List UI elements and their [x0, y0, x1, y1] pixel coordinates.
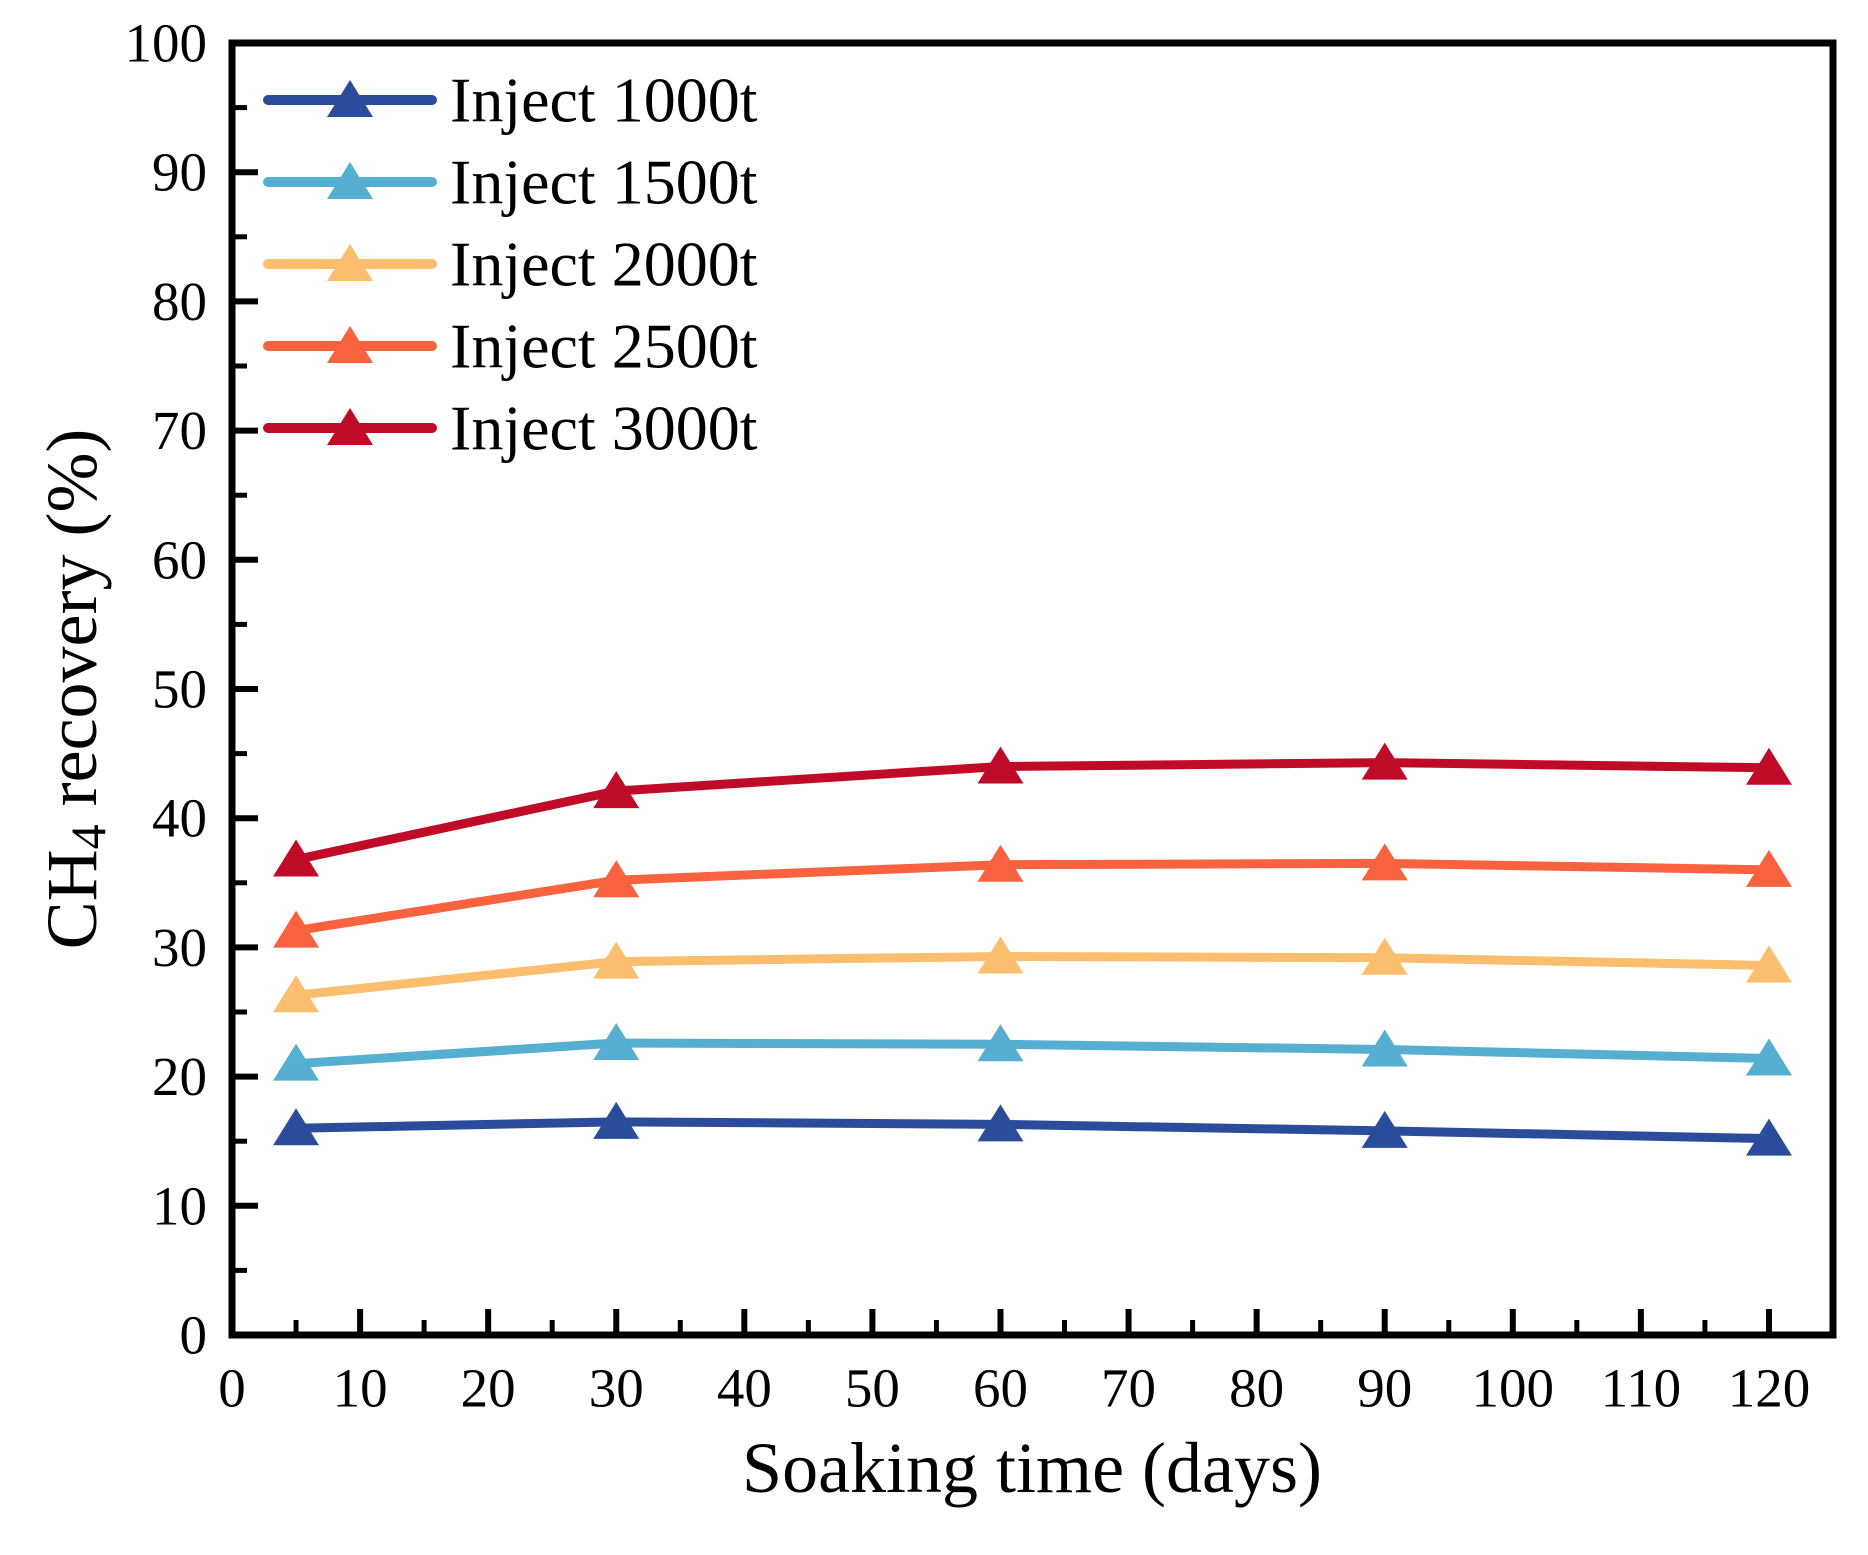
- y-tick-label: 80: [152, 271, 207, 332]
- legend-marker-inject-2000t: [327, 244, 373, 281]
- data-point-marker-inject-1000t: [273, 1108, 320, 1146]
- legend-item-inject-1000t: Inject 1000t: [263, 65, 758, 136]
- data-point-marker-inject-3000t: [1361, 742, 1408, 780]
- legend-item-inject-3000t: Inject 3000t: [263, 393, 758, 464]
- legend-item-inject-2500t: Inject 2500t: [263, 311, 758, 382]
- y-tick-label: 10: [152, 1175, 207, 1236]
- x-tick-label: 0: [218, 1358, 246, 1419]
- series-inject-1000t: [273, 1101, 1792, 1156]
- x-tick-label: 80: [1229, 1358, 1284, 1419]
- data-point-marker-inject-3000t: [1745, 747, 1792, 785]
- data-point-marker-inject-1500t: [1745, 1038, 1792, 1076]
- data-point-marker-inject-1000t: [977, 1104, 1024, 1142]
- titles-layer: Soaking time (days) CH4 recovery (%): [32, 429, 1322, 1508]
- data-point-marker-inject-2000t: [1361, 937, 1408, 975]
- data-point-marker-inject-2500t: [1745, 849, 1792, 887]
- data-point-marker-inject-2500t: [1361, 843, 1408, 881]
- data-point-marker-inject-3000t: [977, 746, 1024, 784]
- data-point-marker-inject-2500t: [593, 860, 640, 898]
- data-point-marker-inject-2000t: [593, 941, 640, 979]
- y-tick-label: 50: [152, 659, 207, 720]
- legend-label-inject-1500t: Inject 1500t: [450, 147, 758, 218]
- series-line-inject-1000t: [291, 1117, 1774, 1144]
- x-tick-label: 30: [589, 1358, 644, 1419]
- data-point-marker-inject-3000t: [273, 839, 320, 877]
- x-tick-label: 10: [333, 1358, 388, 1419]
- data-point-marker-inject-1000t: [1361, 1110, 1408, 1148]
- data-point-marker-inject-1000t: [593, 1101, 640, 1139]
- legend-label-inject-2500t: Inject 2500t: [450, 311, 758, 382]
- legend-marker-inject-1000t: [327, 80, 373, 117]
- y-tick-label: 100: [125, 13, 208, 74]
- data-point-marker-inject-2000t: [1745, 945, 1792, 983]
- series-inject-3000t: [273, 742, 1792, 877]
- y-tick-label: 30: [152, 917, 207, 978]
- y-tick-label: 60: [152, 529, 207, 590]
- legend-label-inject-1000t: Inject 1000t: [450, 65, 758, 136]
- legend-label-inject-2000t: Inject 2000t: [450, 229, 758, 300]
- y-tick-label: 90: [152, 142, 207, 203]
- series-inject-2000t: [273, 936, 1792, 1013]
- y-tick-label: 40: [152, 788, 207, 849]
- series-line-inject-2000t: [291, 951, 1774, 1000]
- data-point-marker-inject-1500t: [273, 1043, 320, 1081]
- y-tick-label: 0: [180, 1305, 208, 1366]
- data-point-marker-inject-2000t: [977, 936, 1024, 974]
- y-axis-title: CH4 recovery (%): [32, 429, 116, 950]
- x-tick-label: 50: [845, 1358, 900, 1419]
- x-tick-label: 120: [1728, 1358, 1811, 1419]
- data-point-marker-inject-1500t: [593, 1023, 640, 1061]
- x-tick-label: 40: [717, 1358, 772, 1419]
- series-layer: [273, 742, 1792, 1156]
- data-point-marker-inject-2500t: [273, 910, 320, 948]
- series-inject-2500t: [273, 843, 1792, 948]
- legend-item-inject-2000t: Inject 2000t: [263, 229, 758, 300]
- data-point-marker-inject-1500t: [977, 1024, 1024, 1062]
- legend-marker-inject-3000t: [327, 408, 373, 445]
- series-inject-1500t: [273, 1023, 1792, 1081]
- legend-item-inject-1500t: Inject 1500t: [263, 147, 758, 218]
- data-point-marker-inject-2500t: [977, 844, 1024, 882]
- data-point-marker-inject-2000t: [273, 975, 320, 1013]
- data-point-marker-inject-1500t: [1361, 1029, 1408, 1067]
- x-tick-label: 20: [461, 1358, 516, 1419]
- x-tick-label: 110: [1601, 1358, 1681, 1419]
- series-line-inject-2500t: [291, 858, 1774, 936]
- x-tick-label: 90: [1357, 1358, 1412, 1419]
- x-tick-label: 100: [1472, 1358, 1555, 1419]
- legend-layer: Inject 1000t Inject 1500t Inject 2000t Inje…: [263, 65, 758, 464]
- x-tick-label: 60: [973, 1358, 1028, 1419]
- x-tick-label: 70: [1101, 1358, 1156, 1419]
- series-line-inject-1500t: [291, 1038, 1774, 1069]
- legend-marker-inject-2500t: [327, 326, 373, 363]
- y-tick-label: 20: [152, 1046, 207, 1107]
- data-point-marker-inject-3000t: [593, 771, 640, 809]
- data-point-marker-inject-1000t: [1745, 1118, 1792, 1156]
- legend-label-inject-3000t: Inject 3000t: [450, 393, 758, 464]
- y-tick-label: 70: [152, 400, 207, 461]
- x-axis-title: Soaking time (days): [742, 1428, 1322, 1508]
- legend-marker-inject-1500t: [327, 162, 373, 199]
- series-line-inject-3000t: [291, 758, 1774, 865]
- axes-layer: 0 10 20 30 40 50 60 70 80 90 100 110 120 0 10 20 30 40 50 6…: [125, 13, 1837, 1419]
